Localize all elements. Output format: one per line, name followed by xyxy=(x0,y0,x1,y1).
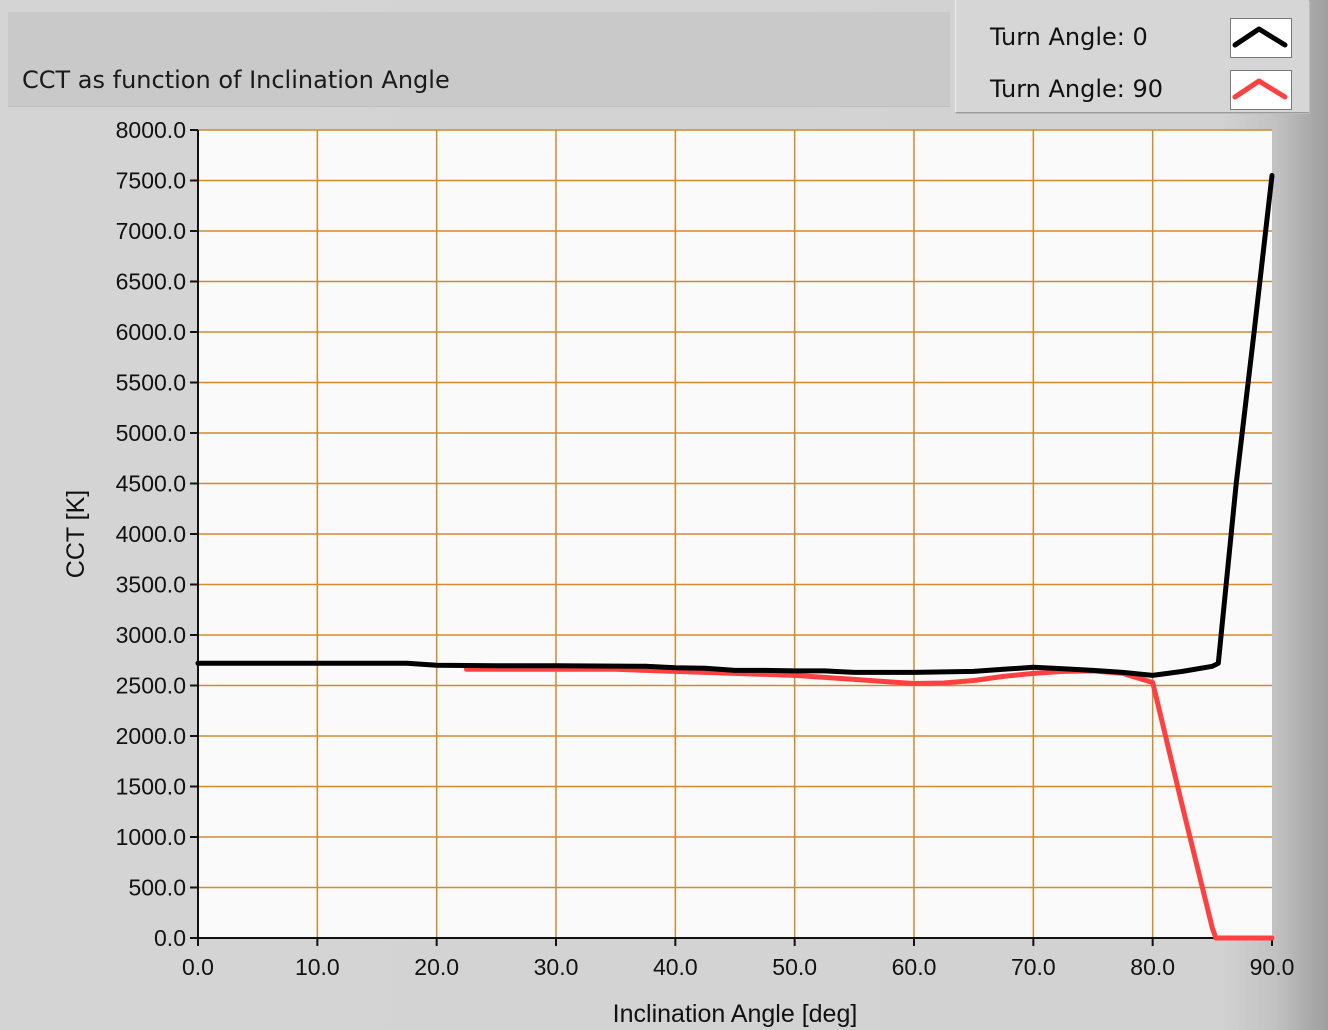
legend-item-turn-angle-90[interactable]: Turn Angle: 90 xyxy=(956,60,1309,110)
x-tick-label: 20.0 xyxy=(414,954,459,980)
legend-line-red xyxy=(1232,78,1288,100)
plot-legend: Turn Angle: 0 Turn Angle: 90 xyxy=(955,0,1309,113)
x-tick-label: 70.0 xyxy=(1011,954,1056,980)
x-axis-label: Inclination Angle [deg] xyxy=(613,1000,858,1028)
y-tick-label: 500.0 xyxy=(128,875,186,901)
x-tick-label: 80.0 xyxy=(1130,954,1175,980)
y-tick-label: 2000.0 xyxy=(116,723,186,749)
y-tick-label: 3000.0 xyxy=(116,622,186,648)
x-tick-label: 0.0 xyxy=(182,954,214,980)
y-tick-label: 2500.0 xyxy=(116,673,186,699)
legend-line-black xyxy=(1232,26,1288,48)
x-tick-label: 10.0 xyxy=(295,954,340,980)
x-tick-label: 50.0 xyxy=(772,954,817,980)
x-tick-label: 40.0 xyxy=(653,954,698,980)
y-tick-label: 1000.0 xyxy=(116,824,186,850)
y-tick-label: 3500.0 xyxy=(116,572,186,598)
x-tick-label: 90.0 xyxy=(1250,954,1295,980)
y-tick-label: 6500.0 xyxy=(116,269,186,295)
legend-label: Turn Angle: 90 xyxy=(990,75,1164,103)
y-tick-label: 5500.0 xyxy=(116,370,186,396)
y-tick-label: 0.0 xyxy=(154,925,186,951)
legend-label: Turn Angle: 0 xyxy=(990,23,1148,51)
y-tick-label: 8000.0 xyxy=(116,117,186,143)
title-bar xyxy=(8,12,950,107)
y-axis-label: CCT [K] xyxy=(62,490,90,578)
series-line-turn-angle-90 xyxy=(464,666,1275,941)
x-tick-label: 30.0 xyxy=(534,954,579,980)
series-line-turn-angle-0 xyxy=(195,173,1275,678)
chart-title: CCT as function of Inclination Angle xyxy=(22,66,450,94)
y-tick-label: 4000.0 xyxy=(116,521,186,547)
line-style-icon[interactable] xyxy=(1230,18,1292,58)
x-tick-label: 60.0 xyxy=(892,954,937,980)
y-tick-label: 5000.0 xyxy=(116,420,186,446)
y-tick-label: 6000.0 xyxy=(116,319,186,345)
legend-item-turn-angle-0[interactable]: Turn Angle: 0 xyxy=(956,8,1309,58)
line-style-icon[interactable] xyxy=(1230,70,1292,110)
y-tick-label: 7000.0 xyxy=(116,218,186,244)
y-tick-label: 7500.0 xyxy=(116,168,186,194)
y-tick-label: 1500.0 xyxy=(116,774,186,800)
y-tick-label: 4500.0 xyxy=(116,471,186,497)
